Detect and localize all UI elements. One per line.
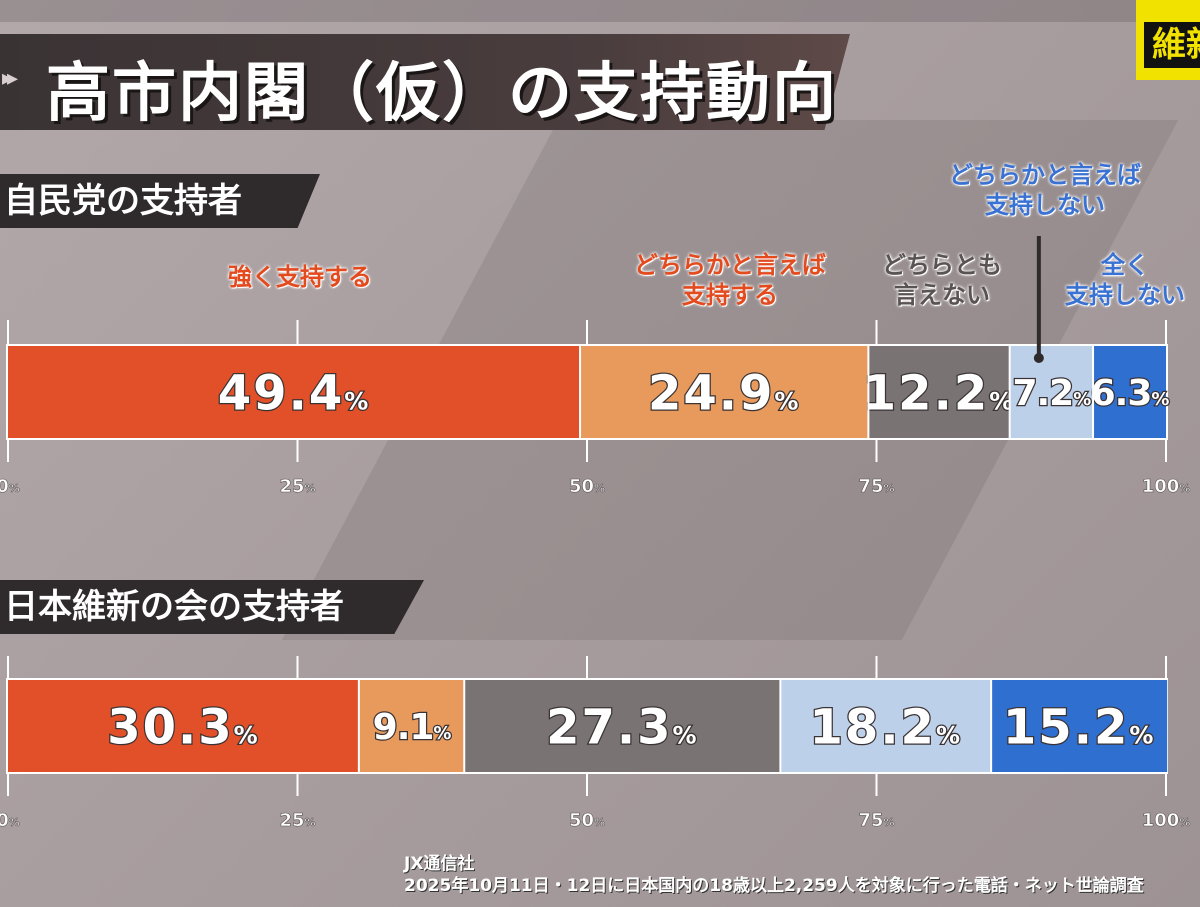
chart2-value-label: 27.3% — [546, 699, 698, 755]
chart1-tick-label: 25% — [279, 476, 315, 497]
chart2-tick-label: 0% — [0, 810, 20, 831]
page-title: 高市内閣（仮）の支持動向 — [46, 57, 838, 131]
chart1-value-label: 24.9% — [648, 365, 800, 421]
chart1-bar-segment — [8, 346, 581, 438]
chart1-bar-segment — [868, 346, 1010, 438]
chart1-bar-segment — [1093, 346, 1166, 438]
chart2-value-label: 18.2% — [810, 699, 962, 755]
corner-badge: 維新 — [1136, 0, 1200, 80]
footer-source: JX通信社 — [404, 854, 475, 874]
chart2-tick-label: 25% — [279, 810, 315, 831]
chart2-bar-segment — [780, 680, 992, 772]
chart2-title: 日本維新の会の支持者 — [0, 580, 424, 634]
cat-label-lean-support: どちらかと言えば 支持する — [634, 251, 826, 309]
chart2-tick-label: 75% — [858, 810, 894, 831]
chart2-bar-segment — [464, 680, 781, 772]
cat-label-strong-oppose: 全く 支持しない — [1065, 251, 1185, 309]
chart1-leader-dot — [1033, 353, 1044, 363]
chart2-value-label: 30.3% — [107, 699, 259, 755]
corner-badge-text: 維新 — [1144, 22, 1200, 68]
chart1-bar-segment — [580, 346, 869, 438]
chart2-value-label: 15.2% — [1003, 699, 1155, 755]
chart1-value-label: 49.4% — [218, 365, 370, 421]
chart1-tick-label: 100% — [1142, 476, 1191, 497]
chart2-value-label: 9.1% — [373, 707, 452, 748]
footer-note: 2025年10月11日・12日に日本国内の18歳以上2,259人を対象に行った電… — [404, 876, 1144, 896]
chart2-tick-label: 100% — [1142, 810, 1191, 831]
chart1-value-label: 6.3% — [1091, 373, 1170, 414]
chart1-tick-label: 50% — [569, 476, 605, 497]
cat-label-strong-support: 強く支持する — [228, 263, 372, 291]
top-strip — [0, 0, 1200, 22]
chart1-tick-label: 0% — [0, 476, 20, 497]
chart1-value-label: 12.2% — [863, 365, 1015, 421]
chart2-tick-label: 50% — [569, 810, 605, 831]
chart1-bar-segment — [1009, 346, 1094, 438]
chart2-bar-segment — [8, 680, 359, 772]
title-banner — [0, 34, 850, 130]
chart1-title: 自民党の支持者 — [0, 174, 320, 228]
cat-label-lean-oppose: どちらかと言えば 支持しない — [949, 161, 1141, 219]
chart2-bar-segment — [358, 680, 465, 772]
chart1-tick-label: 75% — [858, 476, 894, 497]
cat-label-neutral: どちらとも 言えない — [882, 251, 1002, 309]
chart2-bar-segment — [991, 680, 1168, 772]
